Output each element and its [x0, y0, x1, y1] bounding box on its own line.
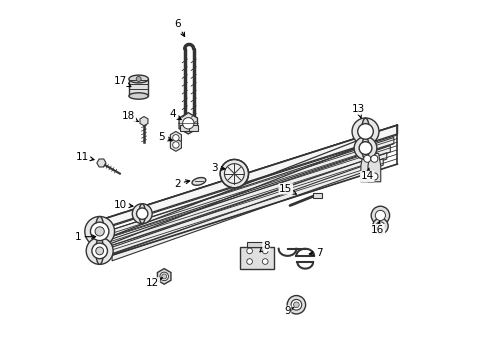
- Circle shape: [291, 300, 302, 310]
- Text: 4: 4: [169, 109, 181, 120]
- Circle shape: [364, 155, 371, 162]
- Bar: [247, 242, 268, 247]
- Circle shape: [294, 302, 299, 307]
- Circle shape: [371, 173, 378, 180]
- Polygon shape: [368, 153, 381, 182]
- Circle shape: [183, 118, 194, 129]
- Ellipse shape: [95, 216, 104, 246]
- Polygon shape: [171, 139, 181, 151]
- Ellipse shape: [96, 238, 103, 264]
- Bar: [189, 125, 198, 131]
- Circle shape: [172, 135, 179, 141]
- Circle shape: [224, 164, 245, 184]
- Circle shape: [358, 123, 373, 139]
- Polygon shape: [157, 269, 171, 284]
- Text: 5: 5: [158, 132, 172, 143]
- Circle shape: [136, 77, 141, 81]
- Polygon shape: [179, 113, 197, 134]
- Ellipse shape: [362, 118, 369, 145]
- Circle shape: [172, 142, 179, 148]
- Text: 12: 12: [146, 278, 163, 288]
- Text: 3: 3: [212, 163, 225, 172]
- Ellipse shape: [129, 75, 148, 83]
- Circle shape: [247, 259, 252, 264]
- Circle shape: [92, 243, 107, 259]
- Text: 16: 16: [371, 221, 385, 235]
- Text: 2: 2: [174, 179, 190, 189]
- Circle shape: [262, 259, 268, 264]
- Circle shape: [85, 216, 115, 246]
- Circle shape: [132, 204, 152, 224]
- Polygon shape: [98, 125, 397, 230]
- Circle shape: [372, 218, 388, 234]
- Bar: [313, 193, 322, 198]
- Text: 6: 6: [174, 19, 185, 36]
- Bar: [241, 247, 274, 269]
- Circle shape: [86, 238, 113, 264]
- Ellipse shape: [139, 204, 146, 224]
- Circle shape: [262, 248, 268, 254]
- Text: 18: 18: [122, 111, 139, 122]
- Circle shape: [287, 296, 306, 314]
- Text: 9: 9: [284, 306, 294, 316]
- Circle shape: [96, 247, 103, 255]
- Polygon shape: [105, 145, 391, 248]
- Bar: [180, 125, 189, 131]
- Text: 13: 13: [352, 104, 365, 118]
- Text: 14: 14: [361, 168, 374, 181]
- Ellipse shape: [192, 177, 206, 185]
- Circle shape: [364, 173, 371, 180]
- Ellipse shape: [129, 93, 148, 99]
- Circle shape: [160, 272, 169, 281]
- Circle shape: [137, 208, 148, 219]
- Text: 10: 10: [114, 200, 133, 210]
- Circle shape: [359, 142, 372, 154]
- Circle shape: [376, 222, 385, 230]
- Text: 8: 8: [260, 240, 270, 252]
- Polygon shape: [140, 117, 148, 126]
- Polygon shape: [112, 159, 383, 261]
- Text: 15: 15: [279, 184, 296, 194]
- Circle shape: [371, 206, 390, 225]
- Circle shape: [352, 118, 379, 145]
- Polygon shape: [98, 125, 397, 230]
- Ellipse shape: [362, 137, 369, 159]
- Circle shape: [220, 159, 248, 188]
- Circle shape: [247, 248, 252, 254]
- Polygon shape: [109, 153, 387, 255]
- Circle shape: [95, 227, 104, 236]
- Circle shape: [371, 155, 378, 162]
- Circle shape: [354, 137, 377, 159]
- Text: 1: 1: [75, 232, 96, 242]
- Circle shape: [91, 222, 109, 240]
- Text: 7: 7: [309, 248, 323, 258]
- Text: 17: 17: [114, 76, 131, 87]
- Circle shape: [375, 210, 386, 221]
- Text: 11: 11: [75, 152, 94, 162]
- Circle shape: [162, 274, 167, 279]
- Polygon shape: [97, 159, 106, 167]
- Bar: [129, 79, 148, 96]
- Polygon shape: [361, 153, 374, 182]
- Polygon shape: [98, 129, 397, 231]
- Polygon shape: [101, 138, 394, 239]
- Polygon shape: [171, 131, 181, 144]
